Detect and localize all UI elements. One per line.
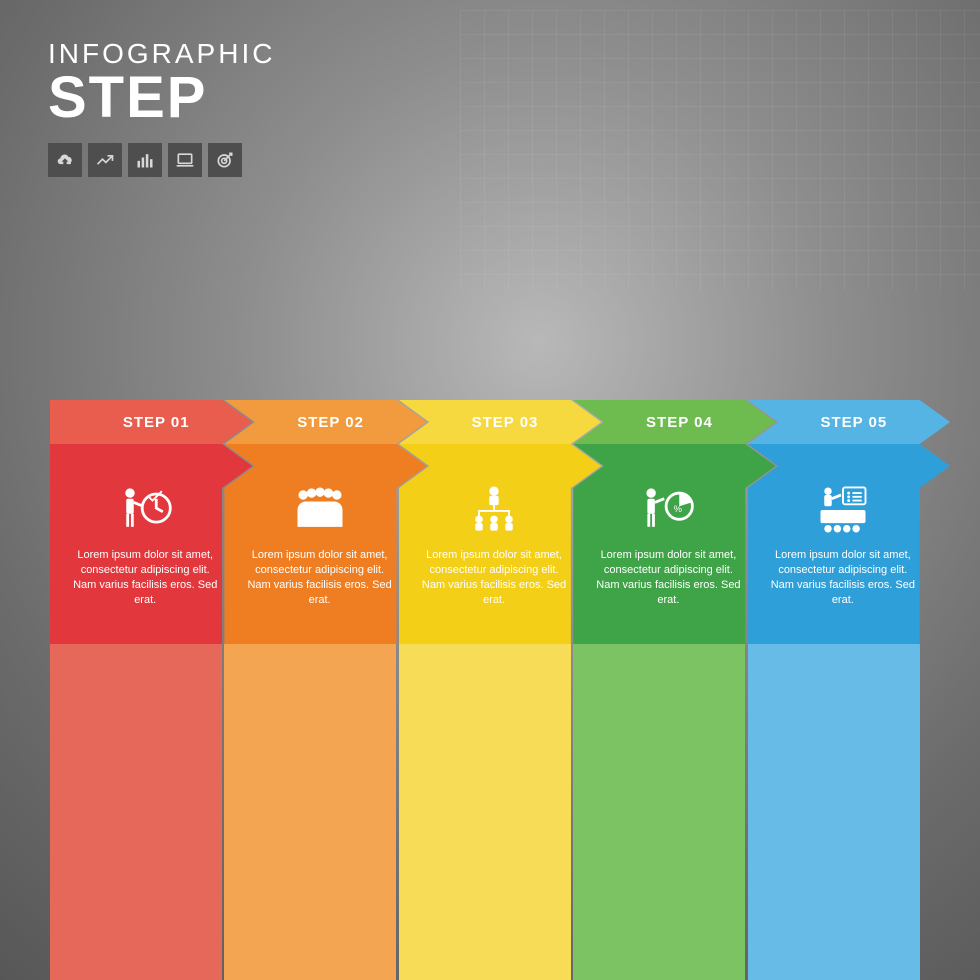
- step-3-head: STEP 03: [399, 400, 601, 444]
- org-chart-icon: [413, 478, 575, 540]
- step-5: STEP 05 Lorem ipsum dolor sit amet, cons…: [748, 400, 950, 980]
- step-1-tail: [50, 644, 222, 980]
- grid-background: [460, 10, 980, 290]
- step-1-body: Lorem ipsum dolor sit amet, consectetur …: [50, 444, 252, 644]
- step-5-desc: Lorem ipsum dolor sit amet, consectetur …: [762, 548, 924, 607]
- step-3: STEP 03 Lorem ipsum dolor sit amet, cons…: [399, 400, 601, 980]
- step-2-label: STEP 02: [224, 400, 426, 444]
- step-2: STEP 02 Lorem ipsum dolor sit amet, cons…: [224, 400, 426, 980]
- header-icon-row: [48, 143, 275, 177]
- step-2-head: STEP 02: [224, 400, 426, 444]
- step-3-label: STEP 03: [399, 400, 601, 444]
- svg-text:%: %: [674, 504, 682, 514]
- step-arrows: STEP 01 Lorem ipsum dolor sit amet, cons…: [50, 400, 950, 980]
- step-5-head: STEP 05: [748, 400, 950, 444]
- step-4: STEP 04 % Lorem ipsum dolor sit amet, co…: [573, 400, 775, 980]
- step-1-label: STEP 01: [50, 400, 252, 444]
- step-4-desc: Lorem ipsum dolor sit amet, consectetur …: [587, 548, 749, 607]
- target-icon: [208, 143, 242, 177]
- step-3-desc: Lorem ipsum dolor sit amet, consectetur …: [413, 548, 575, 607]
- step-5-tail: [748, 644, 920, 980]
- step-4-body: % Lorem ipsum dolor sit amet, consectetu…: [573, 444, 775, 644]
- growth-chart-icon: [88, 143, 122, 177]
- step-2-body: Lorem ipsum dolor sit amet, consectetur …: [224, 444, 426, 644]
- step-3-body: Lorem ipsum dolor sit amet, consectetur …: [399, 444, 601, 644]
- team-icon: [238, 478, 400, 540]
- step-2-desc: Lorem ipsum dolor sit amet, consectetur …: [238, 548, 400, 607]
- step-4-label: STEP 04: [573, 400, 775, 444]
- lecture-icon: [762, 478, 924, 540]
- step-2-tail: [224, 644, 396, 980]
- step-1-desc: Lorem ipsum dolor sit amet, consectetur …: [64, 548, 226, 607]
- clock-person-icon: [64, 478, 226, 540]
- step-4-tail: [573, 644, 745, 980]
- step-5-body: Lorem ipsum dolor sit amet, consectetur …: [748, 444, 950, 644]
- step-1-head: STEP 01: [50, 400, 252, 444]
- laptop-icon: [168, 143, 202, 177]
- step-5-label: STEP 05: [748, 400, 950, 444]
- step-4-head: STEP 04: [573, 400, 775, 444]
- step-1: STEP 01 Lorem ipsum dolor sit amet, cons…: [50, 400, 252, 980]
- cloud-upload-icon: [48, 143, 82, 177]
- bar-chart-icon: [128, 143, 162, 177]
- step-3-tail: [399, 644, 571, 980]
- title-line-2: STEP: [48, 70, 275, 125]
- header: INFOGRAPHIC STEP: [48, 38, 275, 177]
- presentation-pie-icon: %: [587, 478, 749, 540]
